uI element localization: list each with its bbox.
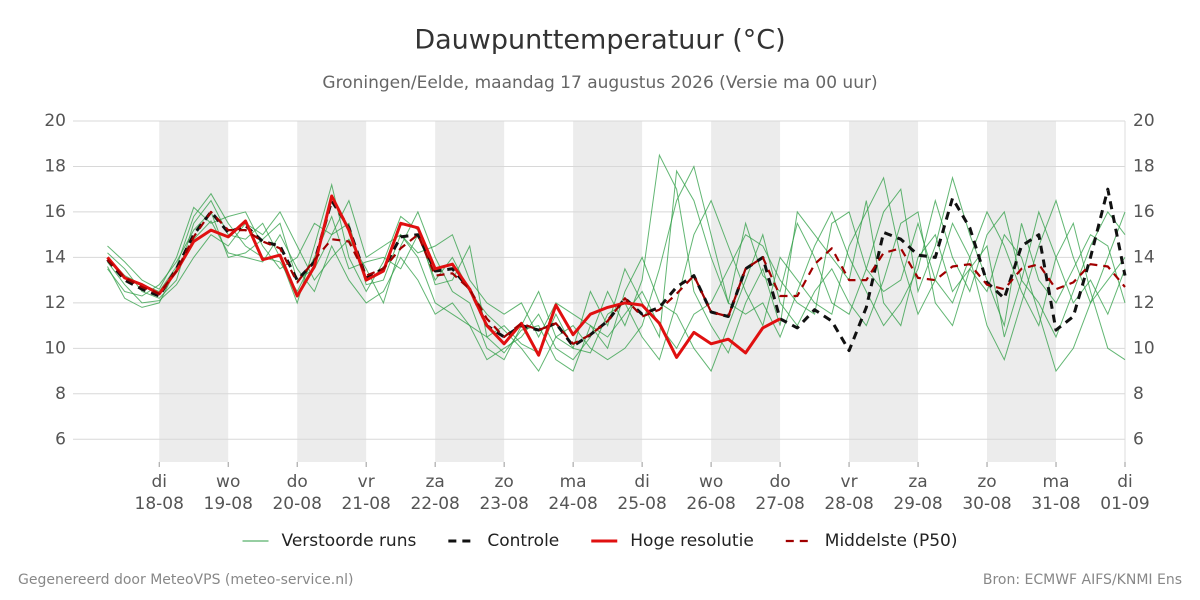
x-tick-label: do 27-08 — [755, 472, 804, 514]
ensemble-line — [107, 210, 1126, 373]
x-tick-label: vr 21-08 — [341, 472, 390, 514]
x-tick-label: do 20-08 — [272, 472, 321, 514]
legend-label: Middelste (P50) — [825, 531, 958, 551]
ensemble-line — [107, 165, 1126, 373]
y2-tick-label: 10 — [1133, 338, 1155, 358]
y-tick-label: 6 — [55, 429, 66, 449]
x-tick-label: di 01-09 — [1100, 472, 1149, 514]
footer-left: Gegenereerd door MeteoVPS (meteo-service… — [18, 572, 353, 588]
series-line — [106, 210, 1126, 345]
footer-right: Bron: ECMWF AIFS/KNMI Ens — [983, 572, 1182, 588]
chart-title: Dauwpunttemperatuur (°C) — [414, 25, 785, 56]
y2-tick-label: 16 — [1133, 202, 1155, 222]
legend: Verstoorde runs Controle Hoge resolutie Mid… — [242, 531, 958, 551]
x-tick-label: vr 28-08 — [824, 472, 873, 514]
ensemble-line — [107, 169, 1126, 354]
x-tick-label: za 29-08 — [893, 472, 942, 514]
y2-tick-label: 20 — [1133, 111, 1155, 131]
y-tick-label: 14 — [44, 247, 66, 267]
x-tick-label: ma 31-08 — [1031, 472, 1080, 514]
x-tick-label: wo 26-08 — [686, 472, 735, 514]
x-tick-label: di 25-08 — [617, 472, 666, 514]
y-tick-label: 12 — [44, 293, 66, 313]
legend-label: Hoge resolutie — [630, 531, 754, 551]
legend-label: Controle — [487, 531, 559, 551]
x-tick-label: wo 19-08 — [204, 472, 253, 514]
day-band — [159, 121, 229, 462]
y2-tick-label: 18 — [1133, 156, 1155, 176]
chart-subtitle: Groningen/Eelde, maandag 17 augustus 202… — [322, 73, 877, 93]
day-band — [297, 121, 367, 462]
y2-tick-label: 6 — [1133, 429, 1144, 449]
y2-tick-label: 12 — [1133, 293, 1155, 313]
legend-label: Verstoorde runs — [282, 531, 417, 551]
y-tick-label: 10 — [44, 338, 66, 358]
series-line — [106, 194, 781, 359]
y-tick-label: 20 — [44, 111, 66, 131]
x-tick-label: zo 30-08 — [962, 472, 1011, 514]
y2-tick-label: 8 — [1133, 384, 1144, 404]
x-tick-label: zo 23-08 — [479, 472, 528, 514]
x-tick-label: za 22-08 — [410, 472, 459, 514]
y-tick-label: 8 — [55, 384, 66, 404]
y2-tick-label: 14 — [1133, 247, 1155, 267]
x-tick-label: ma 24-08 — [548, 472, 597, 514]
ensemble-line — [107, 199, 1126, 361]
x-tick-label: di 18-08 — [135, 472, 184, 514]
y-tick-label: 18 — [44, 156, 66, 176]
y-tick-label: 16 — [44, 202, 66, 222]
